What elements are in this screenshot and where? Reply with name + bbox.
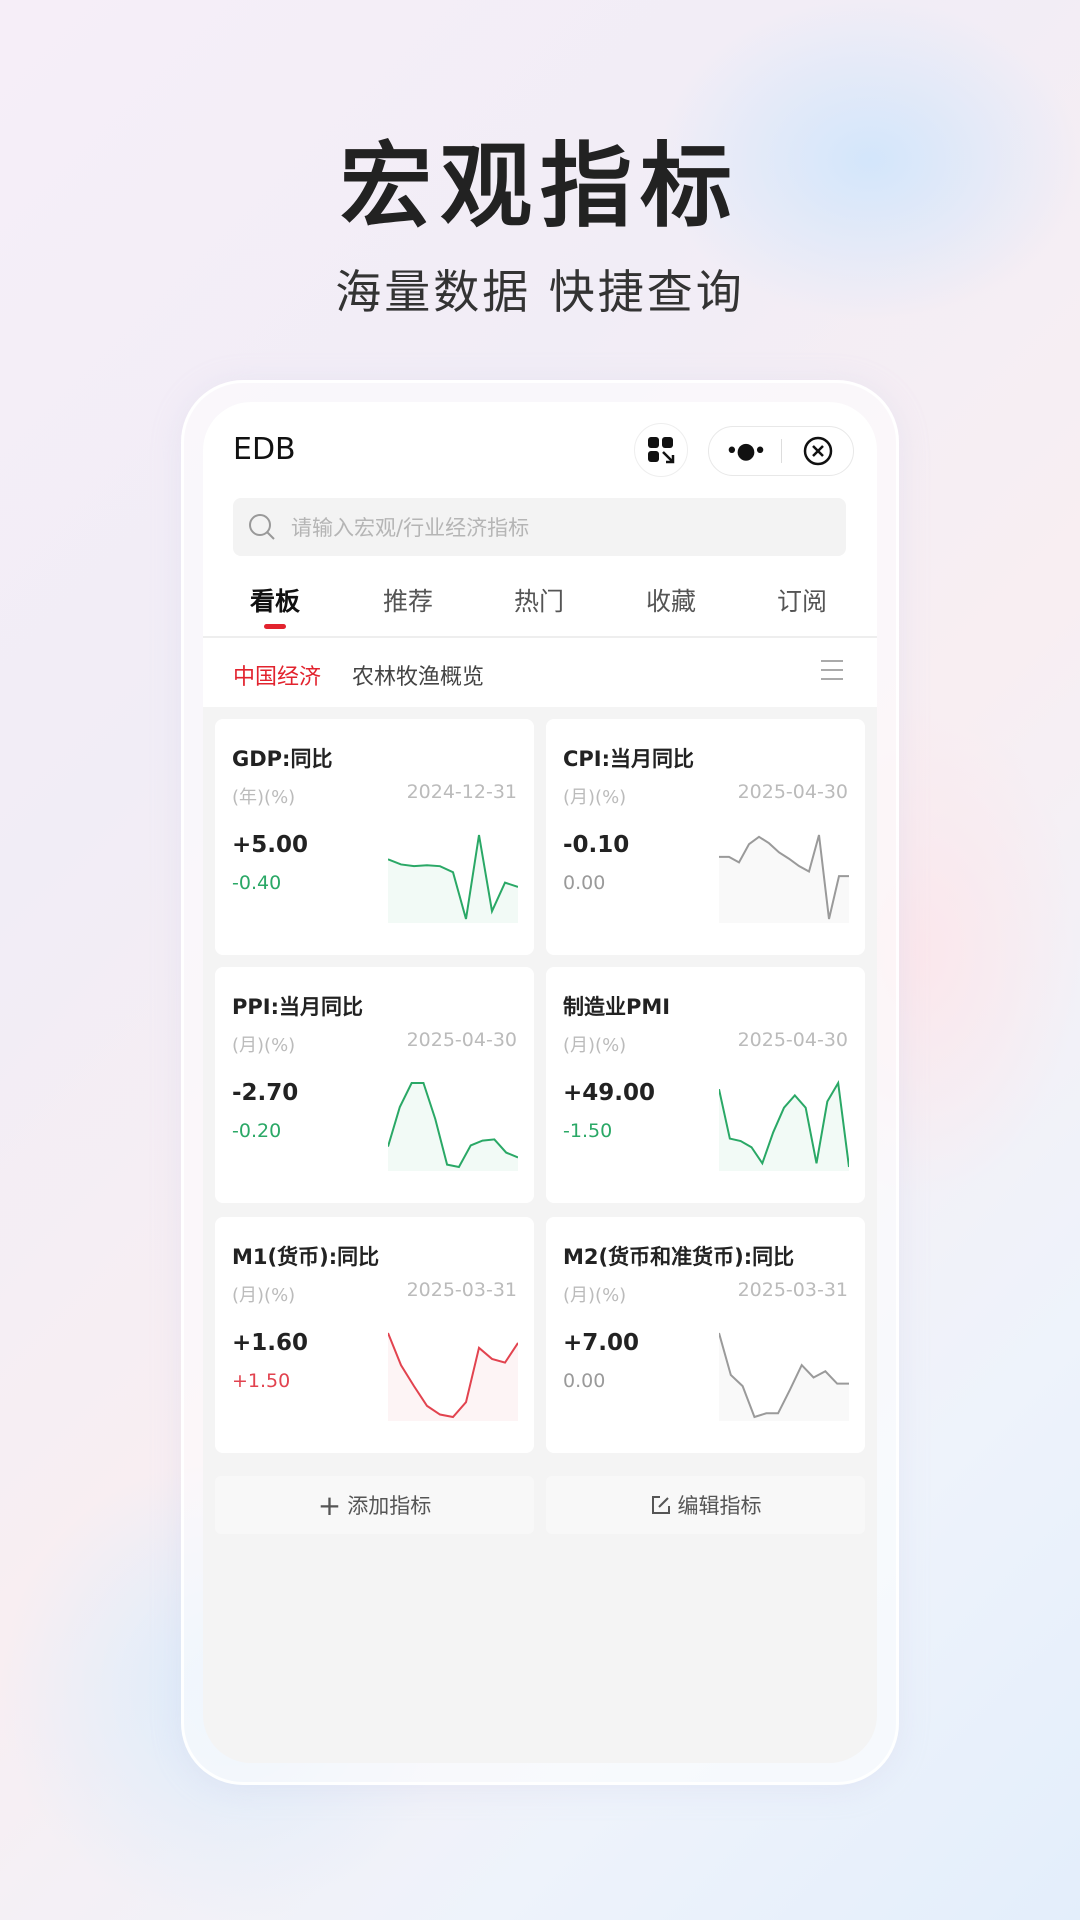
- sparkline-chart: [388, 1332, 518, 1421]
- sparkline-line: [388, 1082, 518, 1169]
- mini-program-capsule: •●•: [708, 426, 854, 476]
- sparkline-chart: [719, 1079, 849, 1171]
- search-icon: [249, 514, 275, 540]
- search-input[interactable]: 请输入宏观/行业经济指标: [233, 498, 846, 556]
- app-screen: EDB •●• 请输入宏观/行业经济指标 看板 推荐 热门 收藏 订阅 中国经济…: [203, 402, 877, 1763]
- tab-subscriptions[interactable]: 订阅: [776, 587, 827, 616]
- tab-bar: 看板 推荐 热门 收藏 订阅: [203, 582, 877, 626]
- indicator-card[interactable]: CPI:当月同比 (月)(%) 2025-04-30 -0.10 0.00: [546, 719, 865, 955]
- sparkline-line: [388, 834, 518, 920]
- tab-recommended[interactable]: 推荐: [382, 587, 433, 616]
- menu-icon[interactable]: [821, 660, 843, 680]
- app-title: EDB: [233, 432, 296, 467]
- indicator-date: 2024-12-31: [406, 781, 517, 803]
- indicator-value: -0.10: [563, 832, 630, 858]
- sparkline-line: [388, 1332, 518, 1419]
- subtab-agriculture[interactable]: 农林牧渔概览: [352, 665, 485, 690]
- indicator-change: -0.20: [232, 1120, 282, 1142]
- indicator-card[interactable]: GDP:同比 (年)(%) 2024-12-31 +5.00 -0.40: [215, 719, 534, 955]
- indicator-title: M1(货币):同比: [232, 1245, 380, 1269]
- indicator-value: -2.70: [232, 1080, 299, 1106]
- sparkline-area: [719, 835, 849, 923]
- close-button[interactable]: [782, 427, 854, 475]
- edit-indicator-label: 编辑指标: [677, 1494, 762, 1518]
- sparkline-chart: [388, 834, 518, 923]
- tab-favorites[interactable]: 收藏: [645, 587, 696, 616]
- edit-icon: [651, 1496, 670, 1514]
- capsule-divider: [781, 439, 782, 463]
- indicator-unit: (月)(%): [232, 1285, 296, 1306]
- scan-button[interactable]: [634, 423, 688, 477]
- sparkline-area: [388, 1083, 518, 1171]
- header: EDB •●• 请输入宏观/行业经济指标 看板 推荐 热门 收藏 订阅 中国经济…: [203, 402, 877, 707]
- indicator-unit: (月)(%): [232, 1035, 296, 1056]
- indicator-card[interactable]: 制造业PMI (月)(%) 2025-04-30 +49.00 -1.50: [546, 967, 865, 1203]
- indicator-title: M2(货币和准货币):同比: [563, 1245, 795, 1269]
- grid-arrow-icon: [648, 437, 675, 464]
- indicator-date: 2025-04-30: [406, 1029, 517, 1051]
- indicator-card[interactable]: M1(货币):同比 (月)(%) 2025-03-31 +1.60 +1.50: [215, 1217, 534, 1453]
- tab-dashboard[interactable]: 看板: [249, 587, 300, 616]
- indicator-unit: (月)(%): [563, 787, 627, 808]
- sparkline-line: [719, 1079, 849, 1168]
- indicator-date: 2025-04-30: [737, 1029, 848, 1051]
- indicator-unit: (月)(%): [563, 1035, 627, 1056]
- sparkline-line: [719, 834, 849, 920]
- add-indicator-label: 添加指标: [347, 1494, 432, 1518]
- indicator-title: CPI:当月同比: [563, 747, 695, 771]
- sparkline-area: [388, 1333, 518, 1421]
- active-tab-indicator: [264, 624, 286, 629]
- sparkline-chart: [388, 1082, 518, 1171]
- indicator-change: -1.50: [563, 1120, 613, 1142]
- sparkline-area: [719, 1333, 849, 1421]
- indicator-value: +49.00: [563, 1080, 656, 1106]
- indicator-value: +7.00: [563, 1330, 640, 1356]
- background-glow: [660, 0, 1080, 320]
- search-placeholder: 请输入宏观/行业经济指标: [291, 516, 530, 540]
- sparkline-chart: [719, 1332, 849, 1421]
- sparkline-area: [388, 835, 518, 923]
- more-icon: •●•: [725, 438, 766, 464]
- indicator-value: +5.00: [232, 832, 309, 858]
- sparkline-line: [719, 1332, 849, 1419]
- edit-indicator-button[interactable]: 编辑指标: [546, 1476, 865, 1534]
- subtab-china-economy[interactable]: 中国经济: [233, 665, 322, 690]
- indicator-change: 0.00: [563, 872, 606, 894]
- more-button[interactable]: •●•: [709, 427, 781, 475]
- add-indicator-button[interactable]: + 添加指标: [215, 1476, 534, 1534]
- hero-title: 宏观指标: [339, 133, 740, 240]
- indicator-title: PPI:当月同比: [232, 995, 363, 1019]
- indicator-unit: (年)(%): [232, 787, 296, 808]
- divider: [203, 636, 877, 638]
- sparkline-chart: [719, 834, 849, 923]
- indicator-date: 2025-03-31: [406, 1279, 517, 1301]
- indicator-date: 2025-04-30: [737, 781, 848, 803]
- plus-icon: +: [317, 1488, 342, 1522]
- indicator-value: +1.60: [232, 1330, 309, 1356]
- indicator-title: GDP:同比: [232, 747, 333, 771]
- indicator-title: 制造业PMI: [563, 995, 671, 1019]
- indicator-change: -0.40: [232, 872, 282, 894]
- indicator-date: 2025-03-31: [737, 1279, 848, 1301]
- hero-subtitle: 海量数据 快捷查询: [335, 265, 745, 319]
- indicator-change: 0.00: [563, 1370, 606, 1392]
- close-circle-icon: [803, 436, 833, 466]
- indicator-card[interactable]: PPI:当月同比 (月)(%) 2025-04-30 -2.70 -0.20: [215, 967, 534, 1203]
- indicator-change: +1.50: [232, 1370, 291, 1392]
- indicator-card[interactable]: M2(货币和准货币):同比 (月)(%) 2025-03-31 +7.00 0.…: [546, 1217, 865, 1453]
- indicator-unit: (月)(%): [563, 1285, 627, 1306]
- tab-hot[interactable]: 热门: [513, 587, 564, 616]
